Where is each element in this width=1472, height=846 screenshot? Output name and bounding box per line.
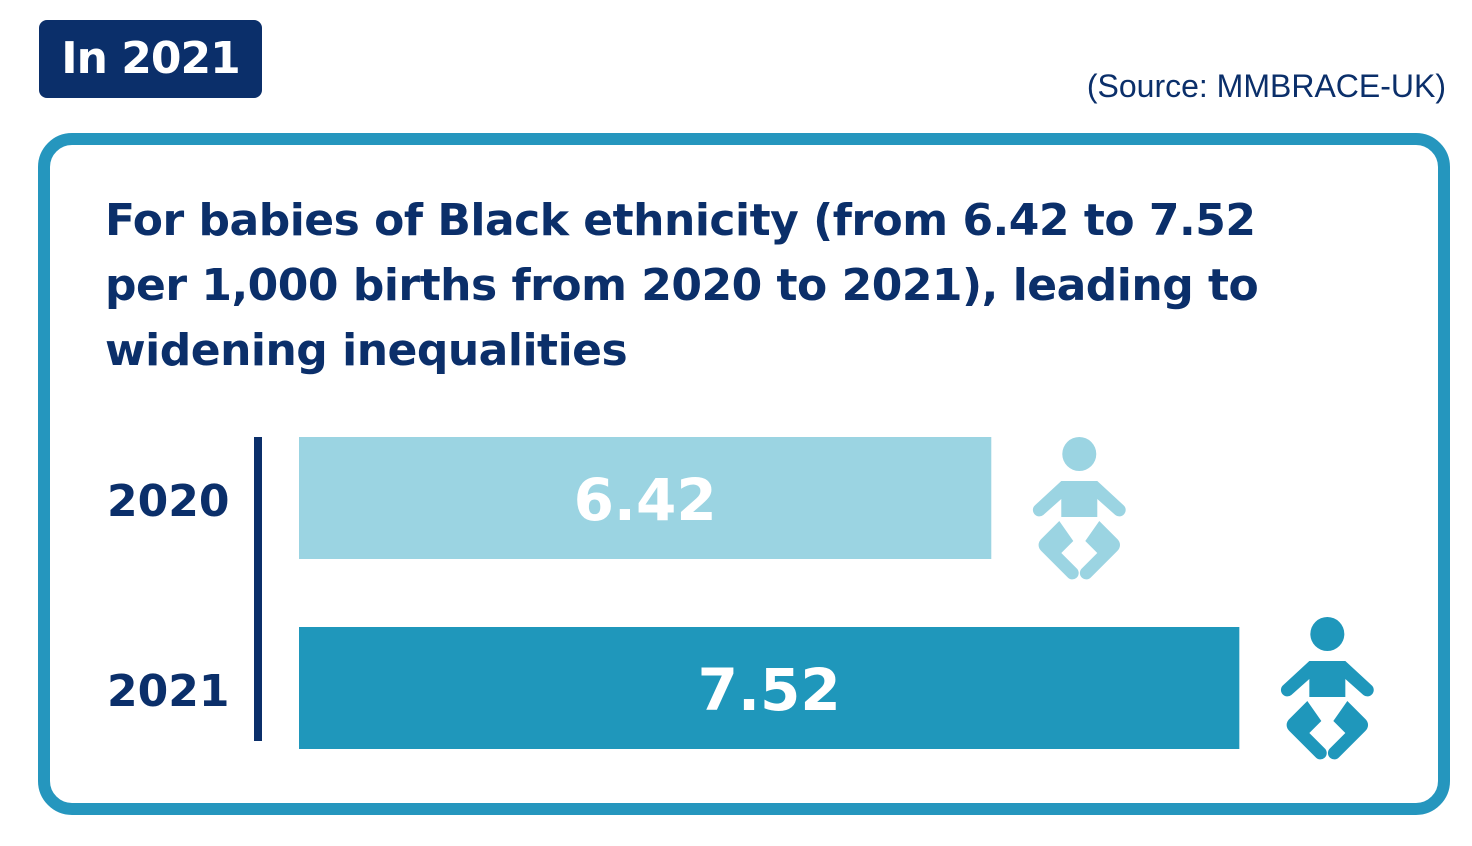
source-note: (Source: MMBRACE-UK) xyxy=(1086,68,1446,104)
data-label: 7.52 xyxy=(698,656,841,724)
chart-title: For babies of Black ethnicity (from 6.42… xyxy=(105,195,1259,376)
category-label: 2021 xyxy=(107,666,229,717)
category-label: 2020 xyxy=(107,476,229,527)
bar-2020 xyxy=(299,437,992,559)
baby-icon xyxy=(1280,617,1374,760)
year-badge: In 2021 xyxy=(39,20,262,98)
data-label: 6.42 xyxy=(574,466,717,534)
chart-frame xyxy=(38,133,1450,815)
baby-icon xyxy=(1032,437,1126,580)
bar-2021 xyxy=(299,627,1240,749)
